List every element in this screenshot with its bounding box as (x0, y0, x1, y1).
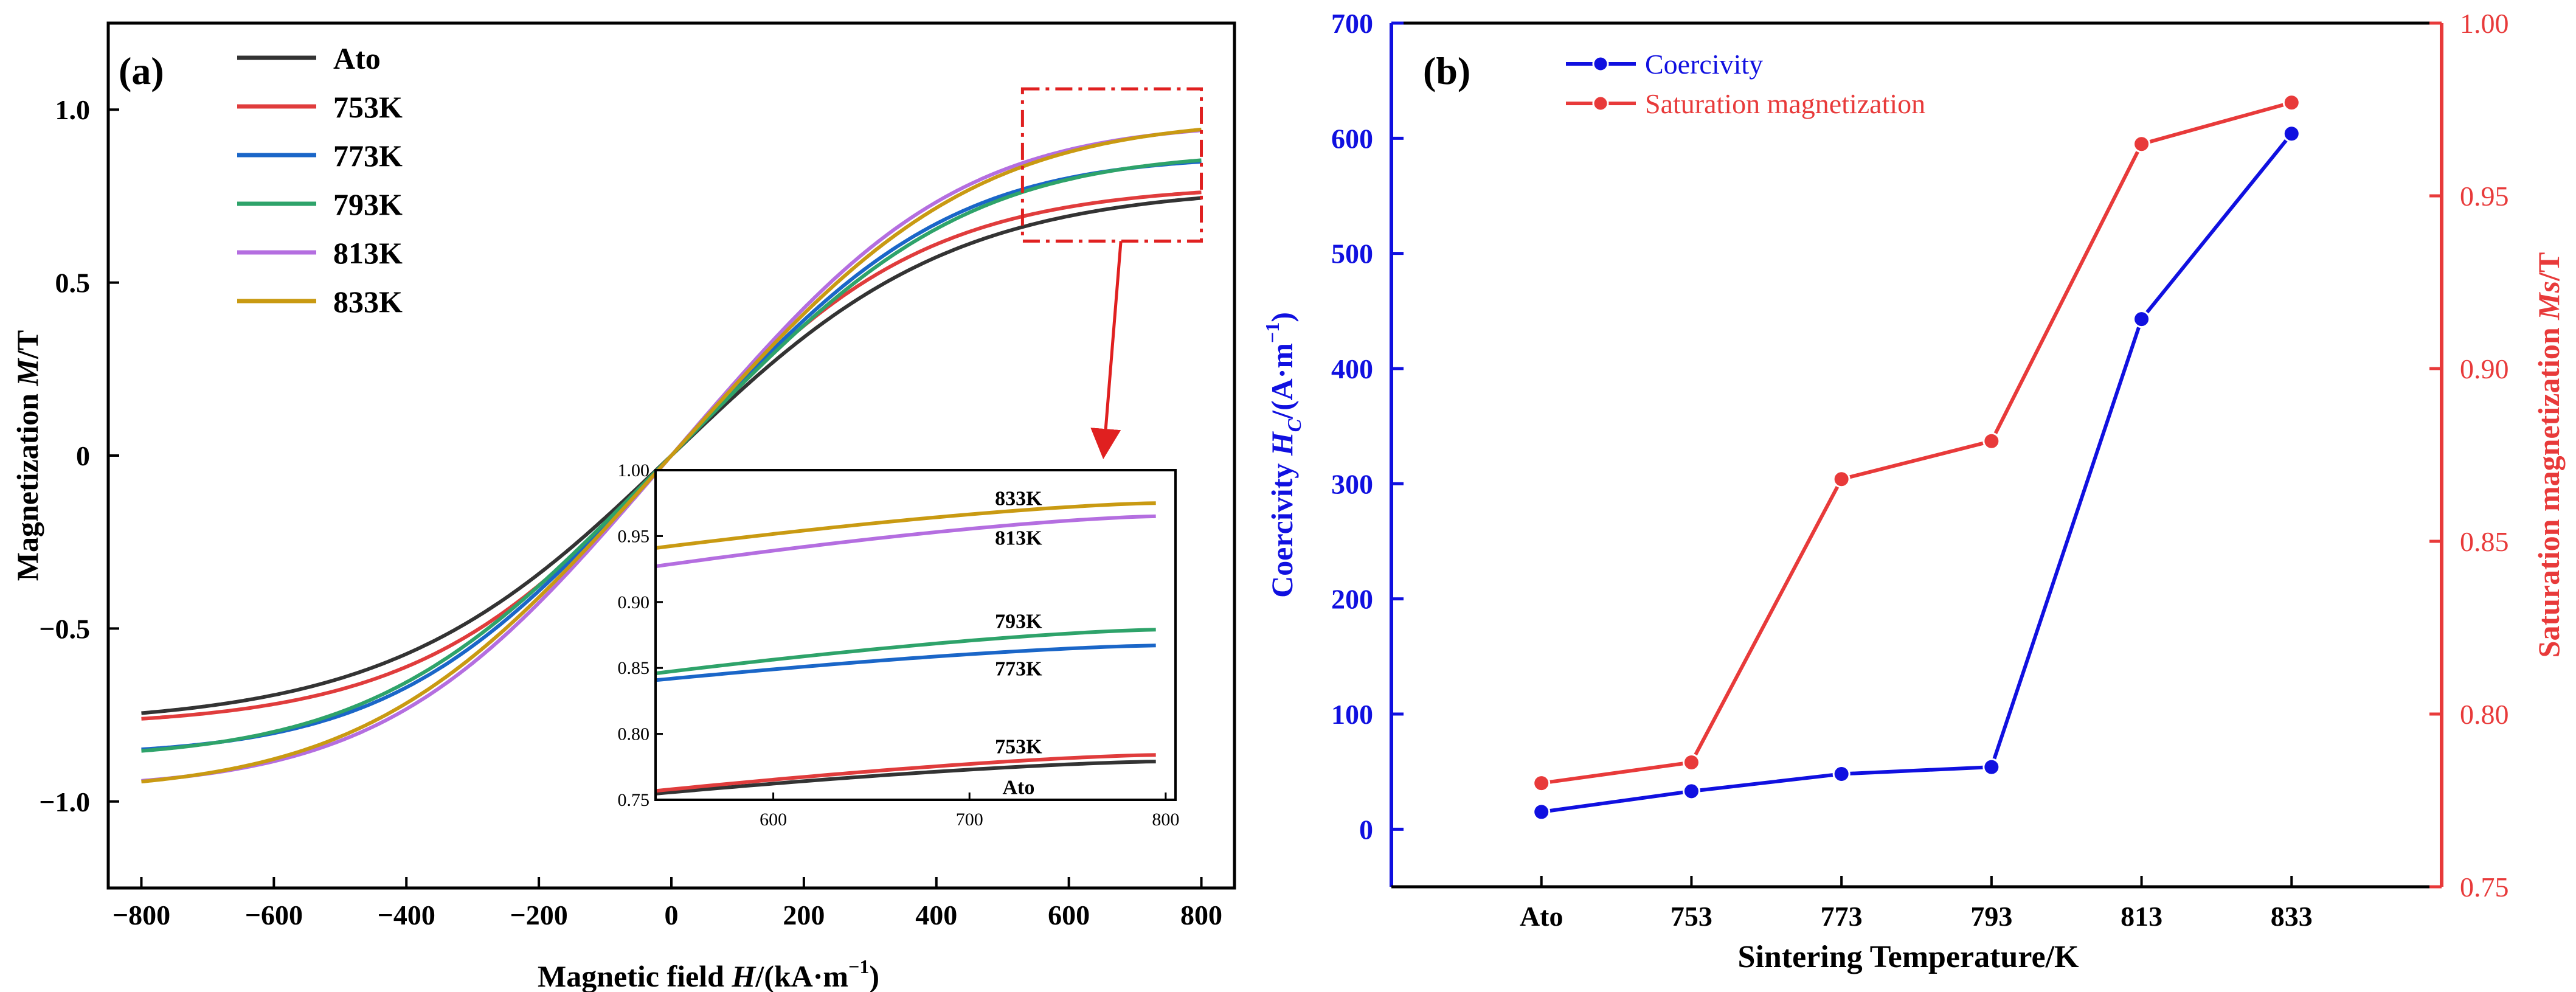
panel-b-x-tick-label: 813 (2121, 901, 2162, 932)
inset-curve-813k (656, 514, 1156, 569)
data-point-saturation (1682, 754, 1700, 772)
inset-y-tick-label: 0.85 (618, 658, 650, 678)
panel-a-x-axis-title: Magnetic field H/(kA·m−1) (538, 956, 879, 992)
panel-a-magnetization-curves: −800 −600 −400 −200 0 200 400 600 800 −1.0 −0.5 0 0.… (10, 21, 1236, 992)
legend-label-ato: Ato (333, 41, 381, 75)
data-point-saturation (2133, 135, 2151, 153)
inset-curve-773k (656, 643, 1156, 682)
inset-curve-833k (656, 501, 1156, 550)
panel-b-right-axis-title: Saturation magnetization Ms/T (2532, 252, 2566, 658)
panel-b-x-tick-label: 833 (2271, 901, 2313, 932)
panel-b-left-axis-title: Coercivity HC/(A·m−1) (1261, 312, 1305, 598)
panel-a-legend: Ato 753K 773K 793K 813K 833K (237, 41, 403, 319)
inset-label-793k: 793K (995, 610, 1042, 633)
inset-curve-753k (656, 753, 1156, 793)
panel-a-y-axis-title: Magnetization M/T (10, 330, 44, 581)
legend-b-marker (1592, 95, 1609, 112)
data-point-saturation (1982, 432, 2001, 450)
inset-y-tick-label: 0.90 (618, 592, 650, 612)
panel-b-left-tick-label: 0 (1359, 814, 1373, 845)
data-point-coercivity (1682, 782, 1700, 800)
inset-x-tick-label: 700 (956, 810, 983, 830)
inset-x-tick-label: 600 (760, 810, 787, 830)
panel-b-x-tick-label: Ato (1520, 901, 1563, 932)
data-point-coercivity (1532, 803, 1551, 821)
inset-curve-ato (656, 760, 1156, 796)
legend-label-793k: 793K (333, 187, 403, 221)
panel-b-x-tick-label: 793 (1970, 901, 2012, 932)
panel-b-left-tick-label: 700 (1331, 8, 1373, 39)
inset-x-tick-label: 800 (1152, 810, 1179, 830)
panel-b-left-tick-label: 600 (1331, 123, 1373, 154)
inset-background (656, 470, 1175, 800)
data-point-saturation (1532, 774, 1551, 793)
legend-b-marker (1592, 55, 1609, 72)
curve-833k (141, 127, 1202, 784)
panel-b-x-tick-label: 773 (1821, 901, 1863, 932)
panel-a-y-tick-label: 0 (76, 440, 90, 471)
panel-b-left-tick-label: 200 (1331, 584, 1373, 615)
panel-b-x-tick-label: 753 (1671, 901, 1712, 932)
inset-y-tick-label: 0.95 (618, 526, 650, 546)
legend-b-label: Saturation magnetization (1645, 88, 1925, 119)
panel-b-legend: Coercivity Saturation magnetization (1566, 49, 1925, 119)
data-point-coercivity (1832, 765, 1851, 783)
inset-label-753k: 753K (995, 735, 1042, 758)
inset-label-773k: 773K (995, 657, 1042, 680)
panel-a-x-tick-label: 800 (1180, 900, 1222, 931)
panel-a-x-tick-label: 400 (915, 900, 957, 931)
data-point-saturation (2282, 94, 2301, 112)
panel-b-right-tick-label: 0.90 (2460, 353, 2509, 384)
panel-a-label: (a) (119, 49, 164, 92)
inset-plot: 600 700 800 0.75 0.80 0.85 0.90 0.95 1.00 833K 81… (618, 460, 1180, 830)
data-point-coercivity (2282, 125, 2301, 143)
legend-label-833k: 833K (333, 285, 403, 319)
inset-y-tick-label: 0.80 (618, 724, 650, 744)
panel-a-x-tick-label: −800 (113, 900, 170, 931)
panel-b-right-tick-label: 0.75 (2460, 872, 2509, 903)
inset-frame (654, 469, 1177, 801)
panel-b-left-tick-label: 400 (1331, 353, 1373, 384)
panel-a-x-tick-label: 0 (665, 900, 679, 931)
panel-a-x-tick-label: 600 (1048, 900, 1090, 931)
panel-b-label: (b) (1423, 49, 1470, 92)
panel-b-left-tick-label: 300 (1331, 468, 1373, 499)
inset-label-ato: Ato (1002, 776, 1034, 799)
legend-label-813k: 813K (333, 236, 403, 270)
panel-b-right-tick-label: 0.80 (2460, 699, 2509, 730)
panel-a-y-tick-label: −0.5 (39, 613, 90, 644)
panel-a-x-tick-label: −200 (510, 900, 568, 931)
inset-y-tick-label: 0.75 (618, 790, 650, 810)
inset-curve-793k (656, 628, 1156, 676)
panel-b-x-axis-title: Sintering Temperature/K (1738, 940, 2079, 974)
data-point-coercivity (1982, 758, 2001, 776)
panel-b-right-tick-label: 0.95 (2460, 181, 2509, 212)
panel-b-right-tick-label: 0.85 (2460, 526, 2509, 557)
panel-a-y-tick-label: −1.0 (39, 786, 90, 817)
data-point-saturation (1832, 470, 1851, 488)
panel-a-x-tick-label: −600 (245, 900, 303, 931)
legend-label-753k: 753K (333, 90, 403, 124)
panel-a-y-tick-label: 0.5 (55, 268, 91, 299)
panel-b-coercivity-saturation: Ato 753 773 793 813 833 0 100 200 300 400 500 600 700… (1261, 8, 2566, 974)
panel-b-left-tick-label: 500 (1331, 238, 1373, 269)
panel-a-x-tick-label: 200 (783, 900, 825, 931)
legend-label-773k: 773K (333, 139, 403, 173)
inset-y-tick-label: 1.00 (618, 460, 650, 480)
series-line-coercivity (1541, 132, 2293, 814)
data-point-coercivity (2133, 310, 2151, 328)
zoom-box (1020, 87, 1203, 243)
panel-a-y-tick-label: 1.0 (55, 94, 91, 125)
legend-b-label: Coercivity (1645, 49, 1763, 80)
zoom-arrow (1090, 241, 1123, 459)
panel-a-x-tick-label: −400 (378, 900, 435, 931)
inset-label-833k: 833K (995, 488, 1042, 510)
series-line-saturation (1541, 100, 2293, 785)
inset-label-813k: 813K (995, 527, 1042, 550)
panel-b-right-tick-label: 1.00 (2460, 8, 2509, 39)
panel-b-left-tick-label: 100 (1331, 699, 1373, 730)
